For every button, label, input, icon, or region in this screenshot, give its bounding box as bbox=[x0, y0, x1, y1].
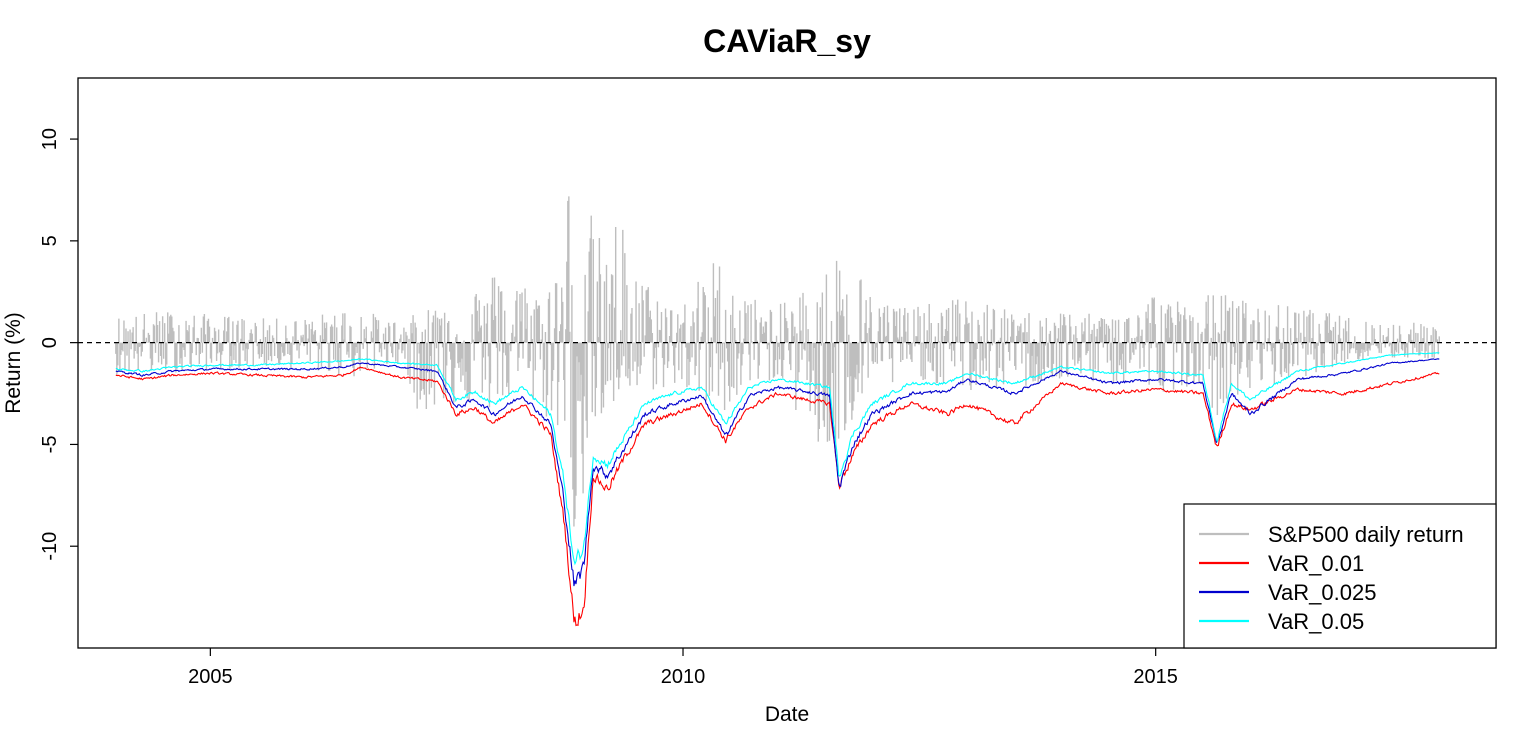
legend-entry-4: VaR_0.05 bbox=[1199, 609, 1364, 634]
y-tick-label-3: 0 bbox=[39, 337, 61, 348]
chart-title: CAViaR_sy bbox=[703, 23, 871, 59]
series-4 bbox=[115, 352, 1440, 566]
series-2-line bbox=[115, 366, 1440, 627]
legend-label-2: VaR_0.01 bbox=[1268, 551, 1364, 576]
legend-entry-1: S&P500 daily return bbox=[1199, 522, 1464, 547]
legend-entry-2: VaR_0.01 bbox=[1199, 551, 1364, 576]
x-tick-label-3: 2015 bbox=[1133, 666, 1178, 688]
x-tick-label-1: 2005 bbox=[188, 666, 233, 688]
x-axis: 2005 2010 2015 bbox=[188, 648, 1178, 688]
x-tick-label-2: 2010 bbox=[661, 666, 706, 688]
y-tick-label-5: 10 bbox=[39, 128, 61, 150]
legend-label-4: VaR_0.05 bbox=[1268, 609, 1364, 634]
series-4-line bbox=[115, 352, 1440, 566]
y-tick-label-1: -10 bbox=[39, 532, 61, 561]
legend-box bbox=[1183, 503, 1497, 649]
plot-frame bbox=[77, 77, 1497, 649]
x-axis-label: Date bbox=[765, 703, 809, 726]
legend-entry-3: VaR_0.025 bbox=[1199, 580, 1376, 605]
y-tick-label-2: -5 bbox=[39, 436, 61, 454]
y-tick-label-4: 5 bbox=[39, 235, 61, 246]
series-layer bbox=[115, 196, 1440, 627]
y-axis: -10 -5 0 5 10 bbox=[39, 128, 78, 561]
legend-label-1: S&P500 daily return bbox=[1268, 522, 1464, 547]
legend: S&P500 daily return VaR_0.01 VaR_0.025 VaR_… bbox=[1183, 503, 1497, 649]
y-axis-label: Return (%) bbox=[2, 312, 25, 414]
legend-label-3: VaR_0.025 bbox=[1268, 580, 1376, 605]
series-2 bbox=[115, 366, 1440, 627]
